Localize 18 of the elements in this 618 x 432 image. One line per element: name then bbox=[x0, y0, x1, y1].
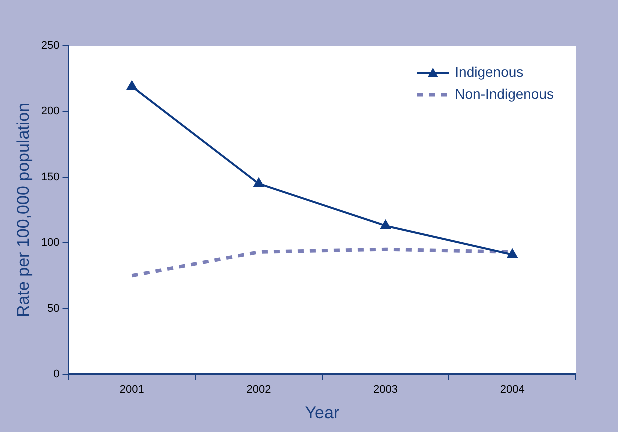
x-axis-title: Year bbox=[305, 403, 340, 422]
y-tick-label: 0 bbox=[54, 368, 60, 380]
x-tick-label: 2002 bbox=[246, 384, 272, 396]
legend-label: Non-Indigenous bbox=[455, 86, 554, 102]
y-tick-label: 200 bbox=[41, 106, 60, 118]
point bbox=[380, 220, 391, 230]
y-tick-label: 250 bbox=[41, 40, 60, 52]
y-tick-label: 150 bbox=[41, 171, 60, 184]
point bbox=[254, 178, 264, 188]
point bbox=[508, 249, 518, 258]
x-tick-label: 2003 bbox=[374, 384, 398, 396]
point bbox=[127, 81, 138, 90]
x-tick-label: 2004 bbox=[500, 384, 525, 396]
x-tick-label: 2001 bbox=[120, 384, 144, 396]
legend-label: Indigenous bbox=[455, 64, 524, 80]
y-tick-label: 50 bbox=[48, 302, 60, 315]
y-tick-label: 100 bbox=[41, 237, 60, 250]
y-axis-title: Rate per 100,000 population bbox=[14, 102, 33, 318]
